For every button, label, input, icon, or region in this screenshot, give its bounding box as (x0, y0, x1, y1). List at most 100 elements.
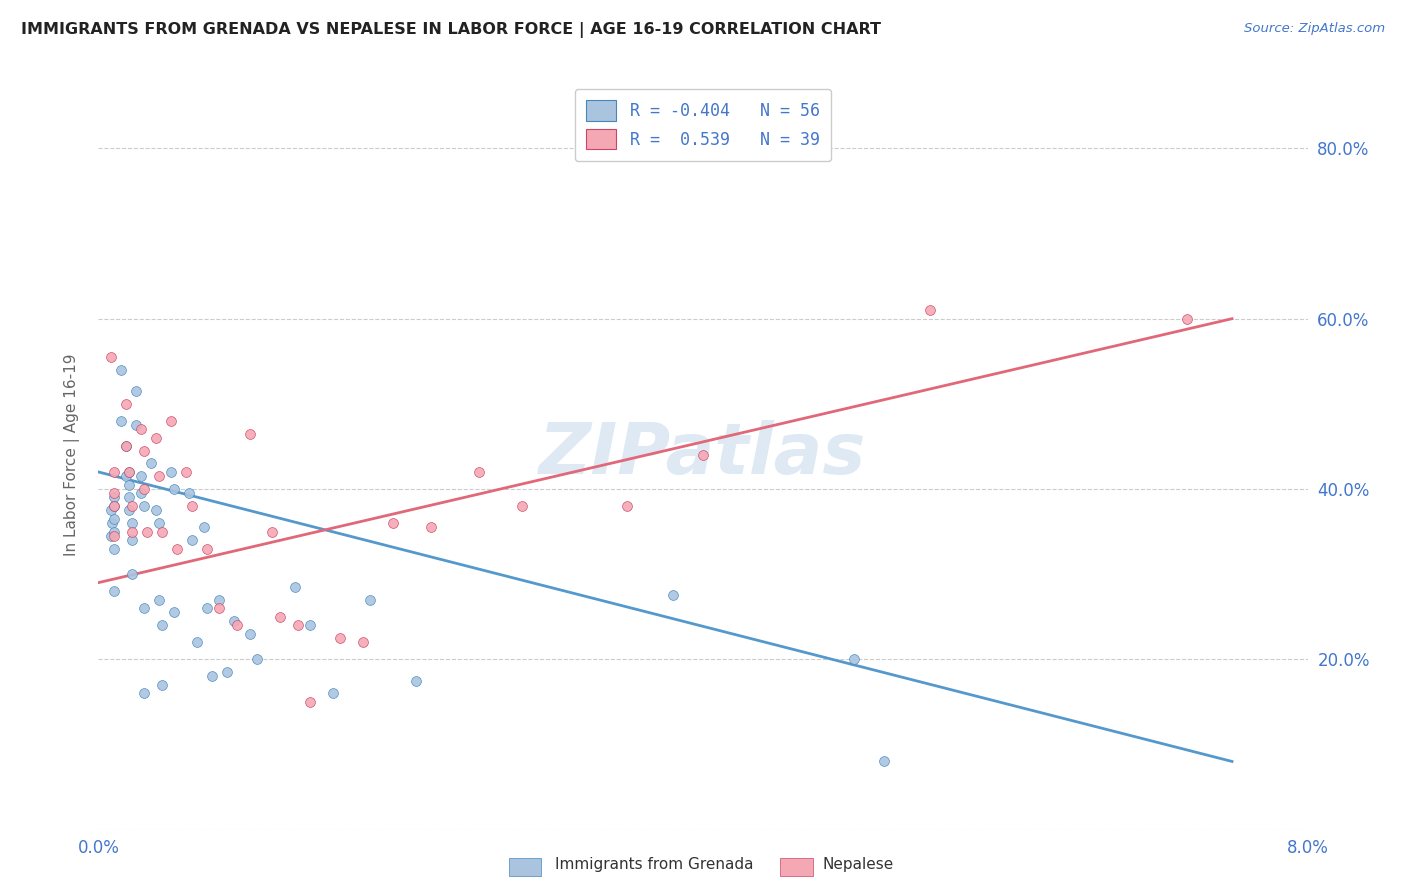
Point (100, 503, 122, 517)
Point (287, 618, 309, 632)
Point (148, 592, 170, 607)
Point (145, 503, 167, 517)
Point (262, 524, 284, 539)
Y-axis label: In Labor Force | Age 16-19: In Labor Force | Age 16-19 (65, 353, 80, 557)
Point (129, 486, 152, 500)
Point (103, 486, 125, 500)
Point (114, 439, 136, 453)
Text: IMMIGRANTS FROM GRENADA VS NEPALESE IN LABOR FORCE | AGE 16-19 CORRELATION CHART: IMMIGRANTS FROM GRENADA VS NEPALESE IN L… (21, 22, 882, 38)
Point (661, 589, 683, 603)
Point (186, 635, 208, 649)
Point (125, 418, 148, 433)
Point (121, 516, 143, 530)
Point (132, 482, 155, 496)
Point (150, 618, 173, 632)
Point (224, 614, 246, 628)
Point (179, 486, 201, 500)
Point (160, 414, 183, 428)
Point (145, 431, 167, 445)
Text: ZIPatlas: ZIPatlas (540, 420, 866, 490)
Point (129, 469, 152, 483)
Point (101, 516, 124, 530)
Point (239, 426, 262, 441)
Point (135, 524, 157, 539)
Point (174, 465, 197, 479)
Point (148, 516, 170, 530)
Point (103, 524, 125, 539)
Point (118, 477, 141, 491)
Point (118, 491, 141, 505)
Point (1175, 311, 1198, 326)
Point (299, 695, 322, 709)
Point (510, 499, 533, 513)
Point (382, 516, 405, 530)
Point (195, 541, 218, 556)
Point (132, 499, 155, 513)
Point (269, 609, 291, 624)
Point (132, 686, 155, 700)
Point (160, 465, 183, 479)
Point (150, 678, 173, 692)
Text: Immigrants from Grenada: Immigrants from Grenada (555, 857, 754, 871)
Point (329, 631, 352, 645)
Point (692, 448, 714, 462)
Point (322, 686, 344, 700)
Point (103, 465, 125, 479)
Point (163, 606, 186, 620)
Point (110, 363, 132, 377)
Point (132, 601, 155, 615)
Point (114, 469, 136, 483)
Point (129, 422, 152, 436)
Point (141, 457, 163, 471)
Legend: R = -0.404   N = 56, R =  0.539   N = 39: R = -0.404 N = 56, R = 0.539 N = 39 (575, 88, 831, 161)
Point (132, 443, 155, 458)
Text: Source: ZipAtlas.com: Source: ZipAtlas.com (1244, 22, 1385, 36)
Point (103, 541, 125, 556)
Point (103, 499, 125, 513)
Point (352, 635, 374, 649)
Point (246, 652, 269, 666)
Point (121, 533, 143, 547)
Point (150, 524, 173, 539)
Point (114, 439, 136, 453)
Point (118, 465, 141, 479)
Point (873, 755, 896, 769)
Point (226, 618, 249, 632)
Point (125, 384, 148, 398)
Point (208, 601, 231, 615)
Point (103, 512, 125, 526)
Point (103, 584, 125, 599)
Point (616, 499, 638, 513)
Point (121, 499, 143, 513)
Point (208, 592, 231, 607)
Point (181, 533, 204, 547)
Point (181, 499, 204, 513)
Point (215, 665, 238, 679)
Point (118, 465, 141, 479)
Point (844, 652, 866, 666)
Point (110, 414, 132, 428)
Point (100, 529, 122, 543)
Point (166, 541, 188, 556)
Point (299, 618, 322, 632)
Point (121, 524, 143, 539)
Point (114, 397, 136, 411)
Point (918, 303, 941, 318)
Point (405, 673, 427, 688)
Point (100, 350, 122, 364)
Point (163, 482, 186, 496)
Point (103, 529, 125, 543)
Text: Nepalese: Nepalese (823, 857, 894, 871)
Point (193, 520, 215, 534)
Point (468, 465, 491, 479)
Point (195, 601, 218, 615)
Point (121, 567, 143, 582)
Point (103, 491, 125, 505)
Point (420, 520, 443, 534)
Point (148, 469, 170, 483)
Point (360, 592, 382, 607)
Point (239, 626, 262, 640)
Point (284, 580, 307, 594)
Point (201, 669, 224, 683)
Point (103, 499, 125, 513)
